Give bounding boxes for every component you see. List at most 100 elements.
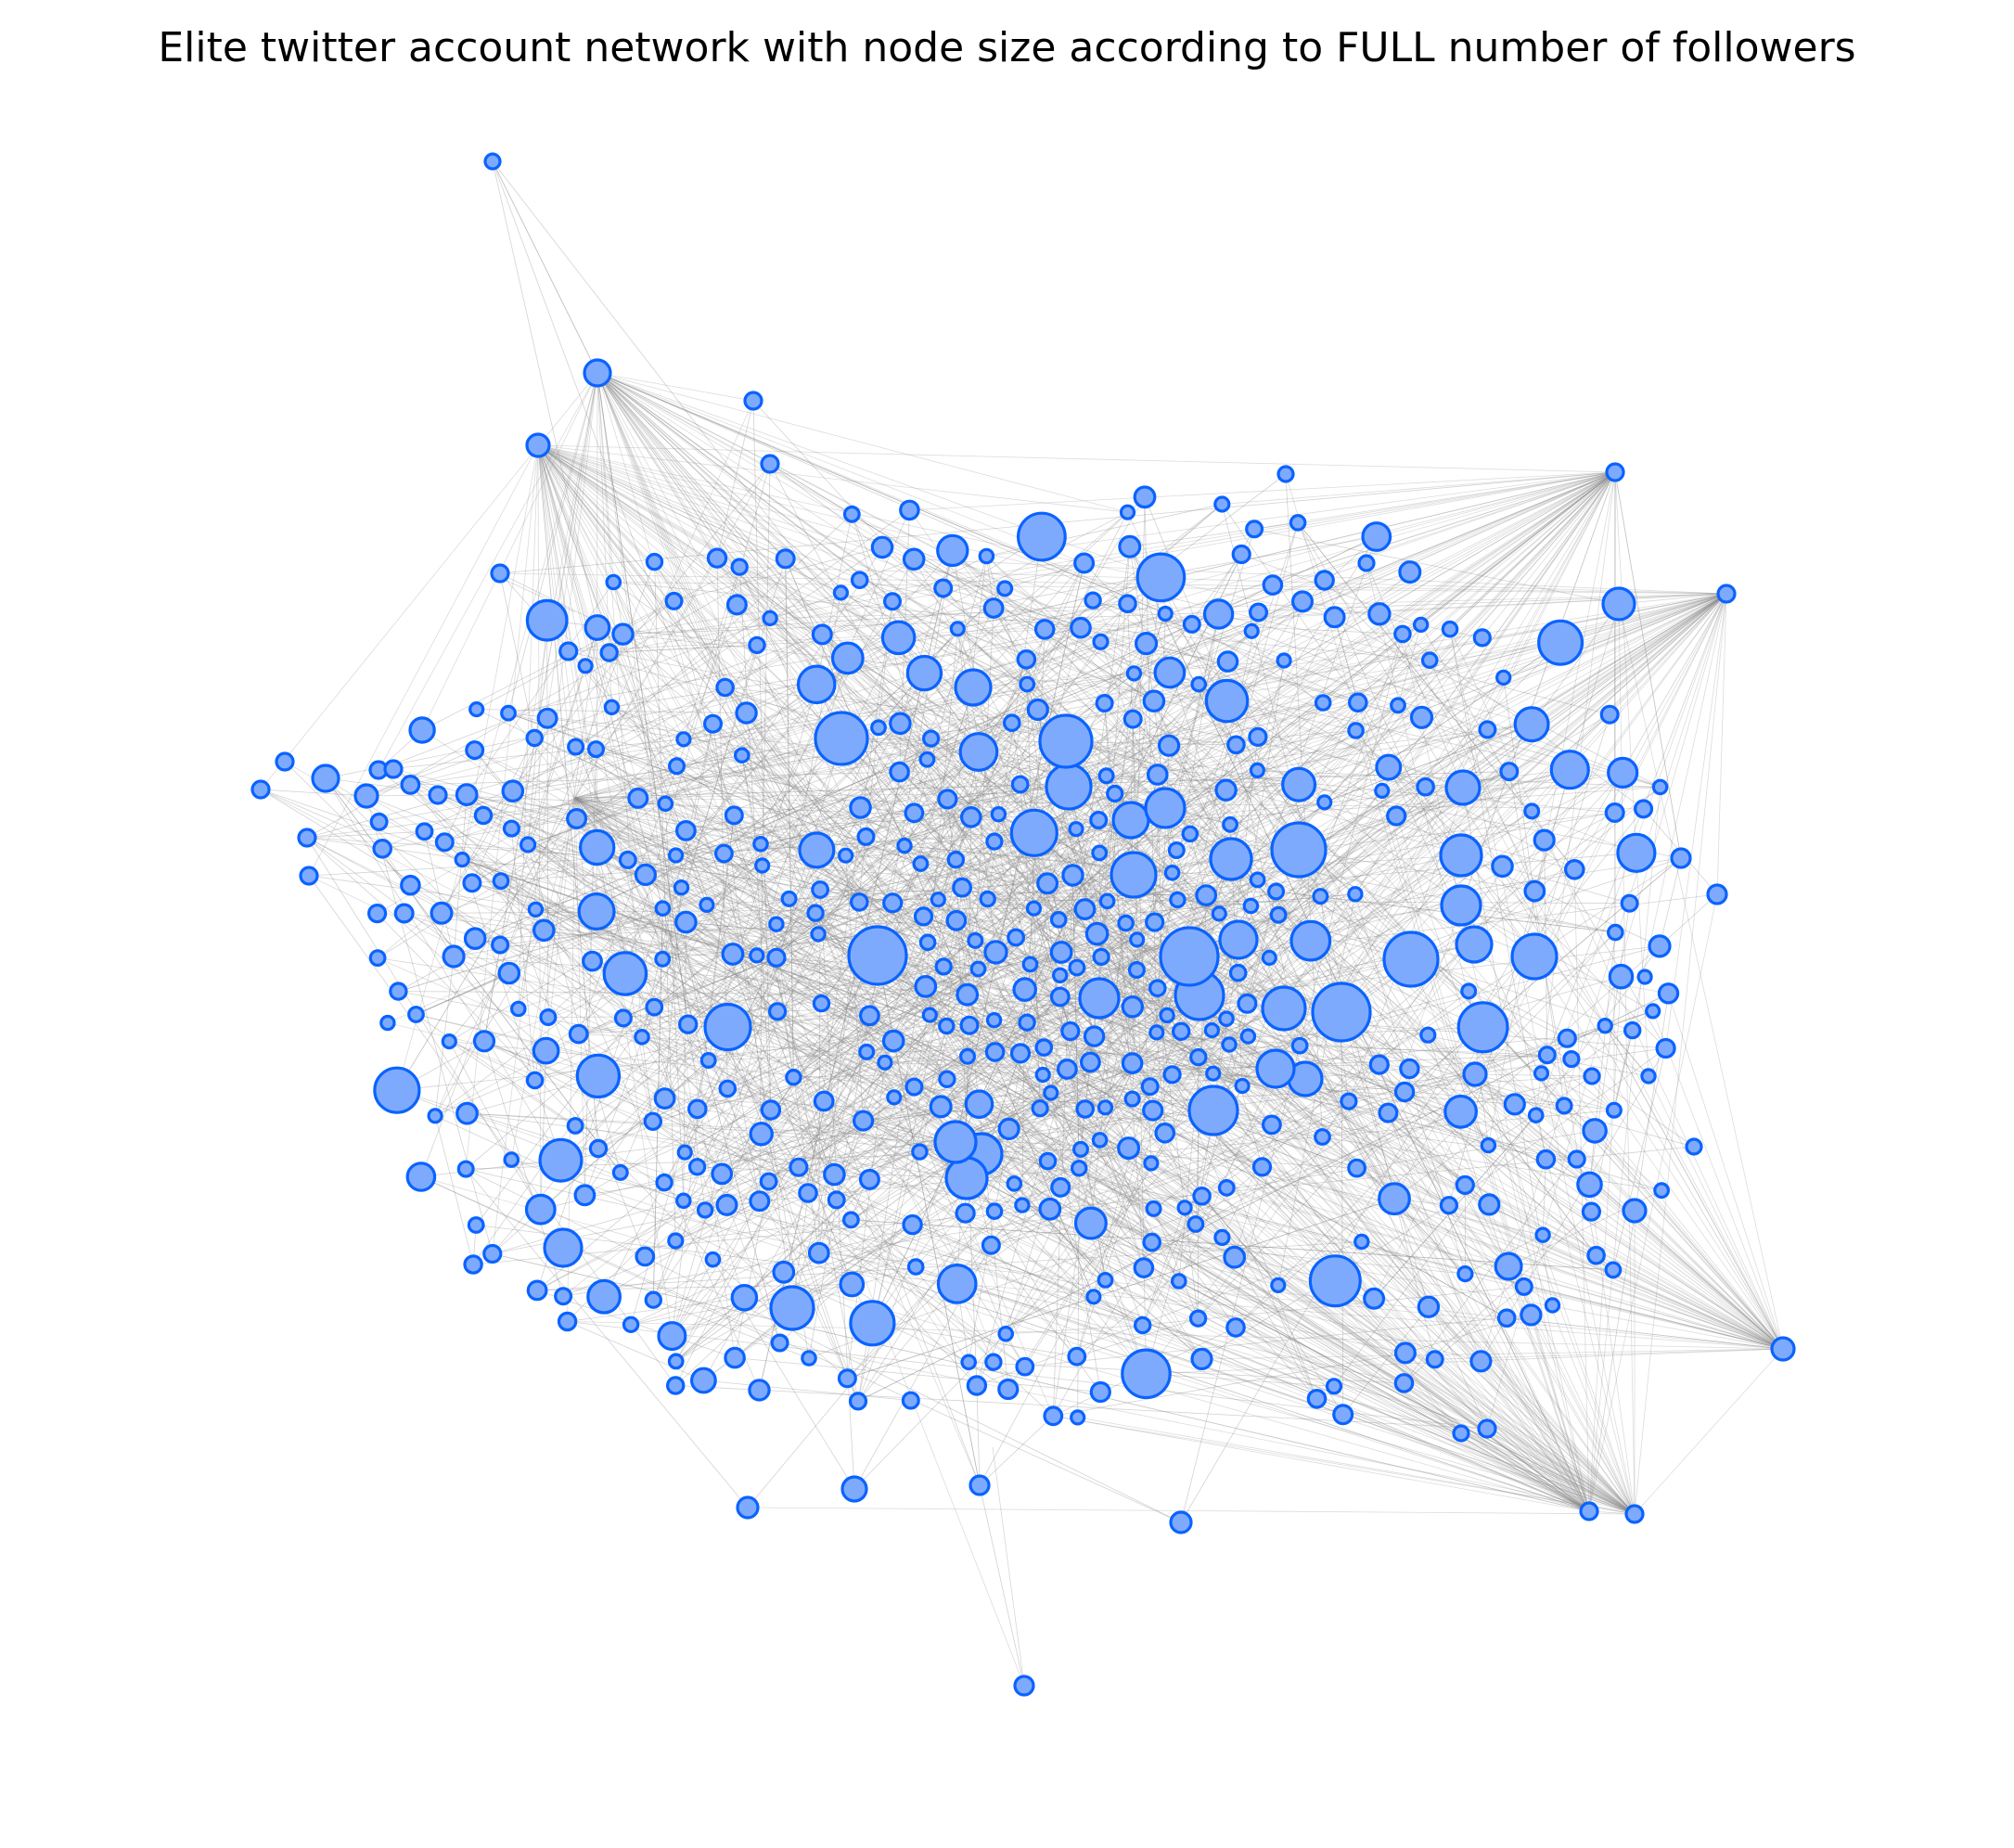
network-edge (1132, 1006, 1784, 1350)
network-edge (1090, 577, 1161, 1224)
network-edge (1262, 772, 1623, 1168)
network-edge (674, 1103, 980, 1386)
network-edge (1201, 1196, 1279, 1286)
network-edge (697, 1025, 947, 1110)
account-node (1218, 919, 1259, 960)
network-edge (597, 372, 1039, 711)
account-node (946, 851, 966, 869)
network-edge (597, 372, 1662, 1191)
network-edge (1523, 1286, 1784, 1350)
network-edge (654, 1007, 1784, 1350)
network-edge (325, 777, 579, 1034)
network-edge (537, 444, 1616, 473)
account-node (849, 796, 872, 819)
network-edge (726, 1204, 1009, 1390)
account-node (1419, 1026, 1437, 1044)
account-node (1653, 1182, 1670, 1200)
network-edge (1156, 1032, 1379, 1065)
account-node (812, 994, 831, 1013)
network-edge (956, 859, 1041, 1109)
network-edge (1106, 775, 1300, 786)
account-node (1122, 709, 1143, 729)
account-node (1270, 821, 1328, 879)
account-node (543, 1227, 584, 1268)
account-node (1159, 926, 1220, 987)
account-node (1537, 619, 1584, 666)
network-edge (1614, 471, 1682, 859)
network-edge (1006, 1325, 1143, 1335)
network-edge (597, 372, 1422, 718)
network-edge (791, 1224, 913, 1309)
account-node (1390, 697, 1406, 714)
network-edge (622, 593, 1727, 635)
network-edge (1668, 993, 1784, 1350)
account-node (914, 974, 938, 998)
network-edge (462, 859, 1546, 1161)
network-edge (537, 444, 1150, 1087)
network-edge (1033, 832, 1106, 1280)
account-node (687, 1158, 707, 1176)
network-edge (998, 814, 1059, 920)
network-edge (1072, 613, 1166, 876)
network-edge (987, 858, 1232, 900)
network-edge (1172, 1030, 1633, 1075)
account-node (644, 1290, 663, 1309)
network-edge (1594, 1130, 1784, 1350)
network-edge (1324, 724, 1533, 803)
network-edge (627, 859, 873, 1324)
network-edge (1153, 700, 1173, 873)
account-node (674, 910, 698, 934)
account-node (1314, 694, 1332, 712)
account-node (1416, 776, 1435, 797)
network-edge (574, 797, 1507, 1319)
network-edge (834, 793, 1116, 1175)
account-node (945, 909, 968, 931)
network-edge (712, 645, 758, 725)
account-node (427, 1108, 443, 1124)
network-edge (467, 794, 763, 866)
account-node (870, 535, 894, 559)
network-edge (537, 444, 1015, 1185)
account-node (997, 1326, 1014, 1342)
account-node (463, 927, 487, 950)
network-edge (947, 724, 1533, 800)
account-node (1523, 802, 1541, 820)
network-edge (641, 1036, 709, 1061)
network-edge (597, 372, 1190, 957)
network-edge (1097, 660, 1285, 821)
account-node (806, 904, 825, 922)
network-edge (919, 1007, 1285, 1152)
account-node (906, 1258, 925, 1276)
network-edge (681, 724, 713, 888)
network-edge (537, 444, 994, 1363)
network-edge (1618, 593, 1727, 605)
account-node (1221, 1036, 1238, 1053)
network-edge (1474, 1073, 1636, 1515)
network-edge (1060, 952, 1636, 1515)
network-edge (726, 1167, 1080, 1206)
network-edge (706, 504, 1223, 905)
network-edge (762, 463, 771, 866)
network-edge (416, 972, 509, 1015)
account-node (990, 806, 1007, 823)
network-edge (941, 1106, 1784, 1350)
account-node (1216, 650, 1239, 673)
account-node (849, 1300, 896, 1347)
network-edge (673, 546, 883, 602)
account-node (408, 716, 436, 744)
account-node (997, 1378, 1020, 1401)
account-node (611, 622, 635, 646)
network-edge (1405, 1353, 1590, 1512)
network-edge (511, 593, 1727, 829)
network-edge (654, 940, 976, 1007)
account-node (372, 838, 392, 859)
network-edge (1460, 471, 1616, 906)
account-node (905, 654, 943, 692)
network-edge (1613, 1030, 1634, 1110)
account-node (1537, 1046, 1557, 1065)
network-edge (1178, 1280, 1482, 1362)
network-edge (597, 372, 1159, 776)
network-edge (872, 1025, 947, 1324)
network-edge (1225, 628, 1451, 791)
network-edge (537, 444, 1335, 618)
